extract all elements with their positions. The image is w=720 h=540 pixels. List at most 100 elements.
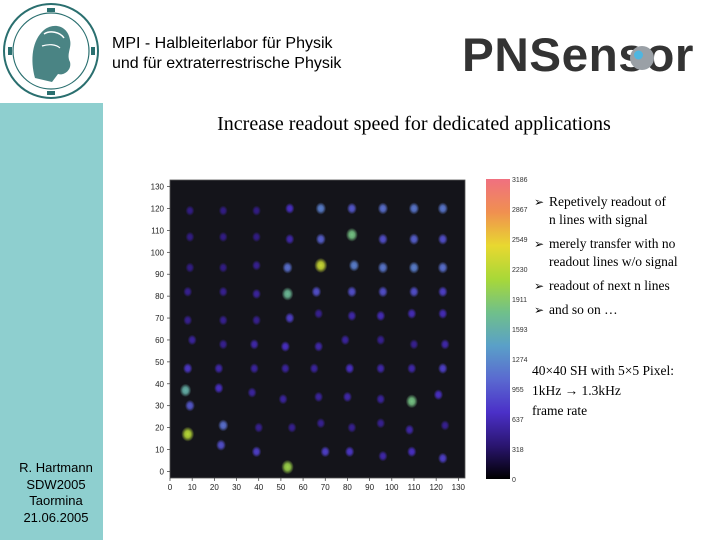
colorbar-tick-label: 1274 bbox=[512, 357, 528, 364]
heatmap-spot bbox=[218, 286, 228, 297]
heatmap-spot bbox=[376, 417, 386, 429]
y-tick-label: 30 bbox=[155, 402, 164, 411]
heatmap-spot bbox=[342, 391, 353, 403]
heatmap-spot bbox=[183, 314, 193, 326]
heatmap-spot bbox=[375, 310, 386, 322]
colorbar-tick-label: 318 bbox=[512, 447, 524, 454]
bullet-item: ➢ and so on … bbox=[534, 301, 720, 319]
x-tick-label: 70 bbox=[321, 483, 330, 492]
heatmap-spot bbox=[249, 363, 259, 374]
heatmap-spot bbox=[185, 231, 195, 243]
heatmap-spot bbox=[251, 260, 262, 271]
heatmap-spot bbox=[320, 446, 331, 458]
heatmap-spot bbox=[344, 362, 355, 374]
heatmap-spot bbox=[251, 314, 262, 326]
event-place: Taormina bbox=[29, 493, 83, 508]
note-line-1: 40×40 SH with 5×5 Pixel: bbox=[532, 363, 674, 378]
x-tick-label: 40 bbox=[254, 483, 263, 492]
y-tick-label: 20 bbox=[155, 424, 164, 433]
heatmap-spot bbox=[251, 446, 262, 458]
y-tick-label: 80 bbox=[155, 292, 164, 301]
heatmap-spot bbox=[311, 286, 322, 298]
x-tick-label: 80 bbox=[343, 483, 352, 492]
heatmap-spot bbox=[254, 422, 264, 433]
heatmap-spot bbox=[437, 233, 448, 245]
heatmap-spot bbox=[214, 382, 224, 394]
heatmap-spot bbox=[377, 286, 388, 298]
heatmap-spot bbox=[182, 362, 193, 374]
bullet-line-1: readout of next n lines bbox=[549, 278, 670, 293]
heatmap-spot bbox=[179, 383, 192, 397]
heatmap-spot bbox=[280, 363, 290, 374]
heatmap-spot bbox=[183, 286, 193, 297]
x-tick-label: 100 bbox=[385, 483, 399, 492]
framerate-note: 40×40 SH with 5×5 Pixel: 1kHz → 1.3kHz f… bbox=[532, 361, 720, 421]
heatmap-spot bbox=[408, 233, 420, 246]
heatmap-spot bbox=[437, 286, 448, 298]
heatmap-spot bbox=[377, 261, 389, 274]
heatmap-spot bbox=[252, 205, 262, 216]
heatmap-plot: 0 10 20 30 40 50 60 70 80 90 100 110 120 130 0 10 20 30 40… bbox=[151, 179, 466, 492]
y-tick-label: 60 bbox=[155, 336, 164, 345]
colorbar-tick-label: 0 bbox=[512, 477, 516, 484]
heatmap-spot bbox=[377, 202, 389, 215]
heatmap-spot bbox=[216, 439, 227, 451]
x-tick-label: 50 bbox=[276, 483, 285, 492]
colorbar-gradient bbox=[486, 179, 510, 479]
heatmap-spot bbox=[187, 334, 197, 346]
x-tick-label: 0 bbox=[168, 483, 173, 492]
x-tick-label: 60 bbox=[299, 483, 308, 492]
y-tick-label: 50 bbox=[155, 358, 164, 367]
plot-area bbox=[170, 180, 465, 478]
heatmap-spot bbox=[316, 417, 326, 429]
heatmap-spot bbox=[315, 233, 326, 246]
heatmap-spot bbox=[218, 314, 228, 326]
x-tick-label: 130 bbox=[452, 483, 466, 492]
heatmap-spot bbox=[347, 422, 357, 433]
heatmap-spot bbox=[251, 288, 262, 300]
heatmap-spot bbox=[314, 257, 328, 273]
arrow-bullet-icon: ➢ bbox=[534, 279, 545, 293]
event-date: 21.06.2005 bbox=[23, 509, 89, 525]
bullet-item: ➢ merely transfer with no readout lines … bbox=[534, 235, 720, 271]
institute-line-1: MPI - Halbleiterlabor für Physik bbox=[112, 35, 333, 52]
heatmap-spot bbox=[218, 205, 228, 216]
bullet-line-1: and so on … bbox=[549, 302, 618, 317]
event-name: SDW2005 bbox=[26, 476, 86, 492]
x-tick-label: 90 bbox=[365, 483, 374, 492]
heatmap-spot bbox=[438, 308, 448, 320]
heatmap-spot bbox=[284, 202, 295, 214]
bullet-line-1: Repetively readout of bbox=[549, 194, 666, 209]
heatmap-spot bbox=[376, 363, 386, 374]
heatmap-spot bbox=[347, 310, 357, 322]
author-name: R. Hartmann bbox=[19, 460, 93, 475]
heatmap-spot bbox=[218, 231, 228, 243]
heatmap-spot bbox=[437, 452, 448, 464]
heatmap-spot bbox=[282, 261, 293, 274]
heatmap-spot bbox=[252, 231, 262, 243]
heatmap-spot bbox=[345, 227, 358, 242]
bullet-item: ➢ readout of next n lines bbox=[534, 277, 720, 295]
heatmap-spot bbox=[313, 341, 324, 352]
heatmap-spot bbox=[407, 308, 417, 320]
heatmap-spot bbox=[376, 334, 386, 346]
y-tick-label: 40 bbox=[155, 380, 164, 389]
heatmap-spot bbox=[218, 262, 228, 273]
mpg-logo bbox=[0, 0, 103, 103]
heatmap-spot bbox=[437, 362, 448, 375]
bullet-line-2: n lines with signal bbox=[549, 212, 648, 227]
heatmap-spot bbox=[185, 262, 195, 273]
pnsensor-logo: PNSensor bbox=[462, 28, 702, 81]
heatmap-spot bbox=[278, 393, 288, 405]
heatmap-spot bbox=[247, 387, 257, 398]
heatmap-spot bbox=[280, 341, 291, 353]
x-tick-label: 10 bbox=[188, 483, 197, 492]
x-tick-label: 110 bbox=[408, 483, 421, 492]
colorbar-tick-label: 2867 bbox=[512, 207, 528, 214]
y-tick-label: 110 bbox=[151, 226, 164, 235]
note-line-3: frame rate bbox=[532, 403, 588, 418]
colorbar-tick-label: 955 bbox=[512, 387, 524, 394]
heatmap-spot bbox=[249, 338, 259, 350]
x-tick-label: 20 bbox=[210, 483, 219, 492]
heatmap-spot bbox=[440, 338, 450, 350]
